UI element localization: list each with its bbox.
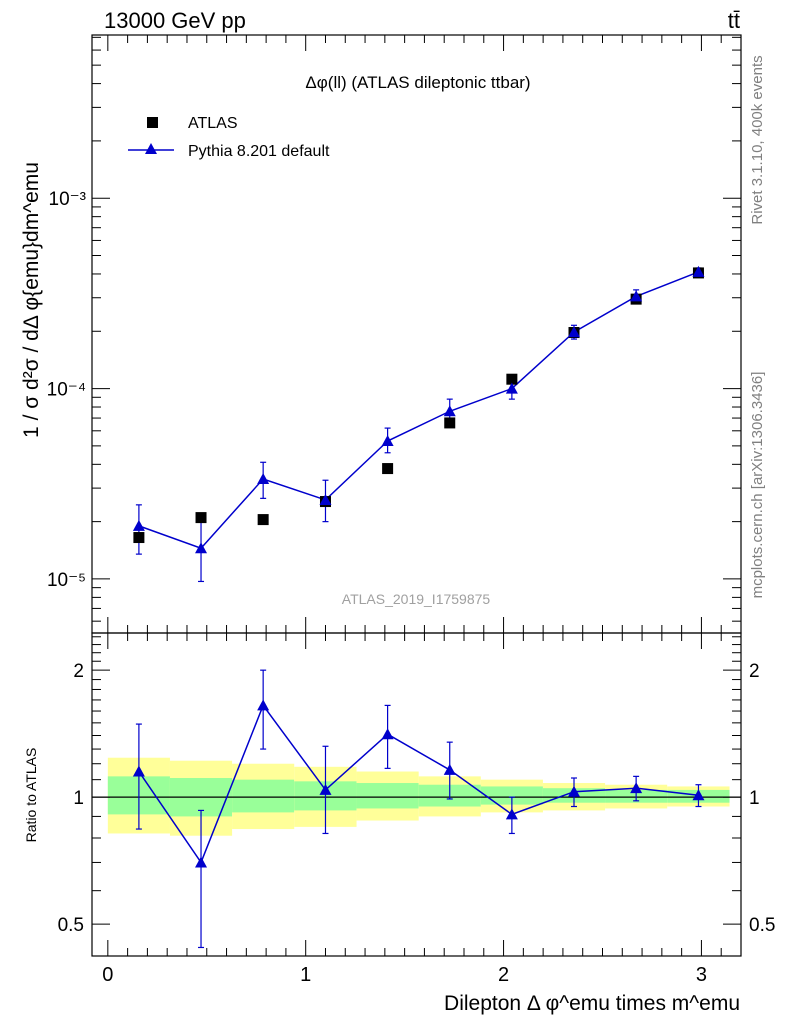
main-y-tick-label: 10⁻⁴ [47,380,86,401]
x-axis-title: Dilepton Δ φ^emu times m^emu [444,992,740,1015]
rivet-version-label: Rivet 3.1.10, 400k events [749,55,766,224]
ratio-data-point [568,785,581,797]
main-y-axis-title: 1 / σ d²σ / dΔ φ{emu}dm^emu [20,162,43,438]
legend-pythia-marker [145,143,157,154]
legend-atlas-label: ATLAS [188,115,238,132]
ratio-data-point [630,782,643,794]
pythia-data-point [195,542,208,554]
main-y-tick-label: 10⁻³ [49,189,87,210]
atlas-data-point [382,463,394,475]
main-panel-marks [132,265,705,583]
pythia-data-point [132,519,145,531]
ratio-plot-frame [91,632,742,957]
atlas-data-point [506,373,518,385]
pythia-data-point [630,290,643,302]
ratio-data-point [505,808,518,820]
mcplots-label: mcplots.cern.ch [arXiv:1306.3436] [749,372,766,599]
x-tick-label: 1 [300,964,311,986]
atlas-data-point [257,514,269,526]
ratio-data-point [443,763,456,775]
ratio-y-tick-label-right: 2 [749,661,760,682]
main-y-tick-label: 10⁻⁵ [47,570,86,591]
pythia-data-point [381,435,394,447]
main-chart-title: Δφ(ll) (ATLAS dileptonic ttbar) [305,73,530,92]
atlas-data-point [195,512,207,524]
ratio-y-tick-label: 2 [73,661,84,682]
legend-pythia-label: Pythia 8.201 default [188,143,330,160]
atlas-data-point [444,417,456,429]
pythia-series-line [138,271,699,550]
ratio-y-tick-label-right: 0.5 [749,915,775,936]
pythia-data-point [319,493,332,505]
watermark-analysis-id: ATLAS_2019_I1759875 [342,591,491,607]
ratio-inner-band [356,783,419,809]
ratio-data-point [257,699,270,711]
pythia-data-point [257,472,270,484]
ratio-y-tick-label: 1 [73,788,84,809]
ratio-series-line [138,703,699,865]
ratio-y-axis-title: Ratio to ATLAS [23,748,39,843]
pythia-data-point [568,326,581,338]
process-label: tt̄ [728,8,740,33]
ratio-y-tick-label: 0.5 [58,915,84,936]
pythia-data-point [443,405,456,417]
ratio-data-point [692,789,705,801]
x-tick-label: 0 [102,964,113,986]
pythia-data-point [505,382,518,394]
x-tick-label: 2 [498,964,509,986]
main-panel-frame: 10⁻⁵ 10⁻⁴ 10⁻³ [47,34,742,634]
x-tick-label: 3 [696,964,707,986]
ratio-inner-band [232,779,295,813]
ratio-data-point [195,856,208,868]
ratio-data-point [132,765,145,777]
pythia-data-point [692,265,705,277]
ratio-y-tick-label-right: 1 [749,788,760,809]
ratio-panel-marks [132,669,705,949]
energy-label: 13000 GeV pp [104,8,246,33]
ratio-data-point [381,728,394,740]
ratio-inner-band [480,786,543,805]
legend-atlas-marker [147,117,158,128]
ratio-data-point [319,783,332,795]
atlas-data-point [133,532,145,544]
ratio-panel-frame: 0 1 2 3 0.5 0.5 1 1 2 2 [58,632,775,986]
